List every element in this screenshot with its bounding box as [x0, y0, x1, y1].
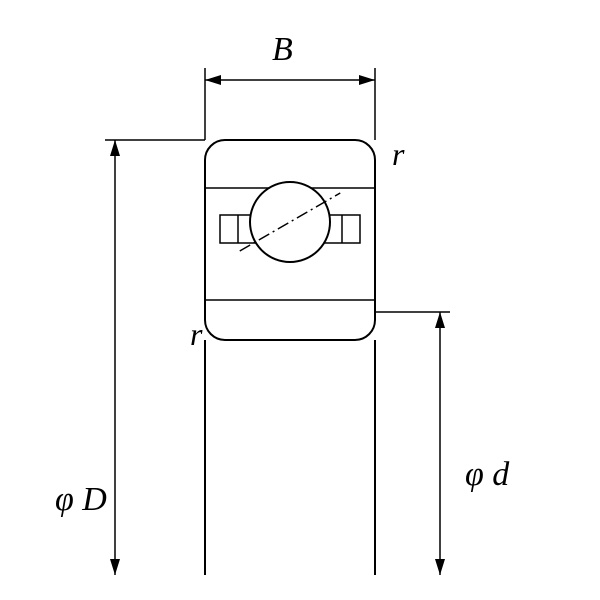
- label-outer_dia: φ D: [55, 481, 107, 518]
- label-fillet_bl: r: [190, 316, 203, 352]
- arrowhead: [205, 75, 221, 85]
- arrowhead: [435, 312, 445, 328]
- label-width: B: [272, 31, 293, 68]
- arrowhead: [110, 140, 120, 156]
- arrowhead: [359, 75, 375, 85]
- label-fillet_tr: r: [392, 136, 405, 172]
- label-inner_dia: φ d: [465, 456, 510, 493]
- ball: [250, 182, 330, 262]
- arrowhead: [110, 559, 120, 575]
- arrowhead: [435, 559, 445, 575]
- bearing-cross-section-diagram: Bφ D φ d r r: [0, 0, 600, 600]
